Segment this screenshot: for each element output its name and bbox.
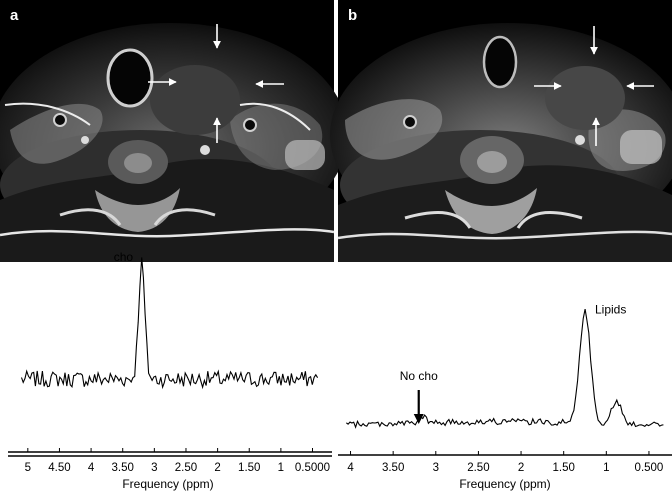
x-tick-label: 4.50: [48, 462, 70, 474]
arrows-b: [534, 26, 654, 146]
x-tick-label: 4: [88, 462, 95, 474]
spectrum-a: 5 4.50 4 3.50 3 2.50 2 1.50 1 0.5000 Frequency (pp…: [8, 250, 332, 491]
x-tick-label: 3.50: [112, 462, 134, 474]
x-tick-label: 3: [433, 462, 439, 474]
arrow-down-icon: [413, 414, 424, 424]
spectrum-b: 4 3.50 3 2.50 2 1.50 1 0.500 Frequency (ppm) Lipi…: [338, 302, 672, 491]
x-tick-label: 4: [347, 462, 354, 474]
x-axis-title: Frequency (ppm): [122, 477, 213, 491]
x-tick-label: 2.50: [467, 462, 489, 474]
x-tick-label: 2.50: [175, 462, 197, 474]
x-tick-label: 2: [214, 462, 220, 474]
panel-label-b: b: [348, 7, 357, 24]
x-tick-label: 1: [603, 462, 609, 474]
spectrum-trace: [345, 308, 664, 429]
x-axis-title: Frequency (ppm): [459, 477, 550, 491]
annotation-label: Lipids: [595, 302, 626, 316]
x-tick-label: 0.5000: [295, 462, 330, 474]
mri-image-b: [330, 0, 672, 262]
x-tick-label: 3.50: [382, 462, 404, 474]
x-tick-label: 3: [151, 462, 157, 474]
arrows-a: [148, 24, 284, 143]
x-tick-label: 5: [25, 462, 31, 474]
spectrum-trace: [20, 257, 319, 390]
panel-label-a: a: [10, 7, 19, 24]
annotation-label: cho: [114, 250, 134, 264]
mri-image-a: [0, 0, 348, 262]
x-tick-label: 1.50: [238, 462, 260, 474]
x-tick-label: 2: [518, 462, 524, 474]
annotation-label: No cho: [400, 369, 438, 383]
x-tick-label: 0.500: [635, 462, 664, 474]
x-tick-label: 1: [278, 462, 284, 474]
x-tick-label: 1.50: [552, 462, 574, 474]
